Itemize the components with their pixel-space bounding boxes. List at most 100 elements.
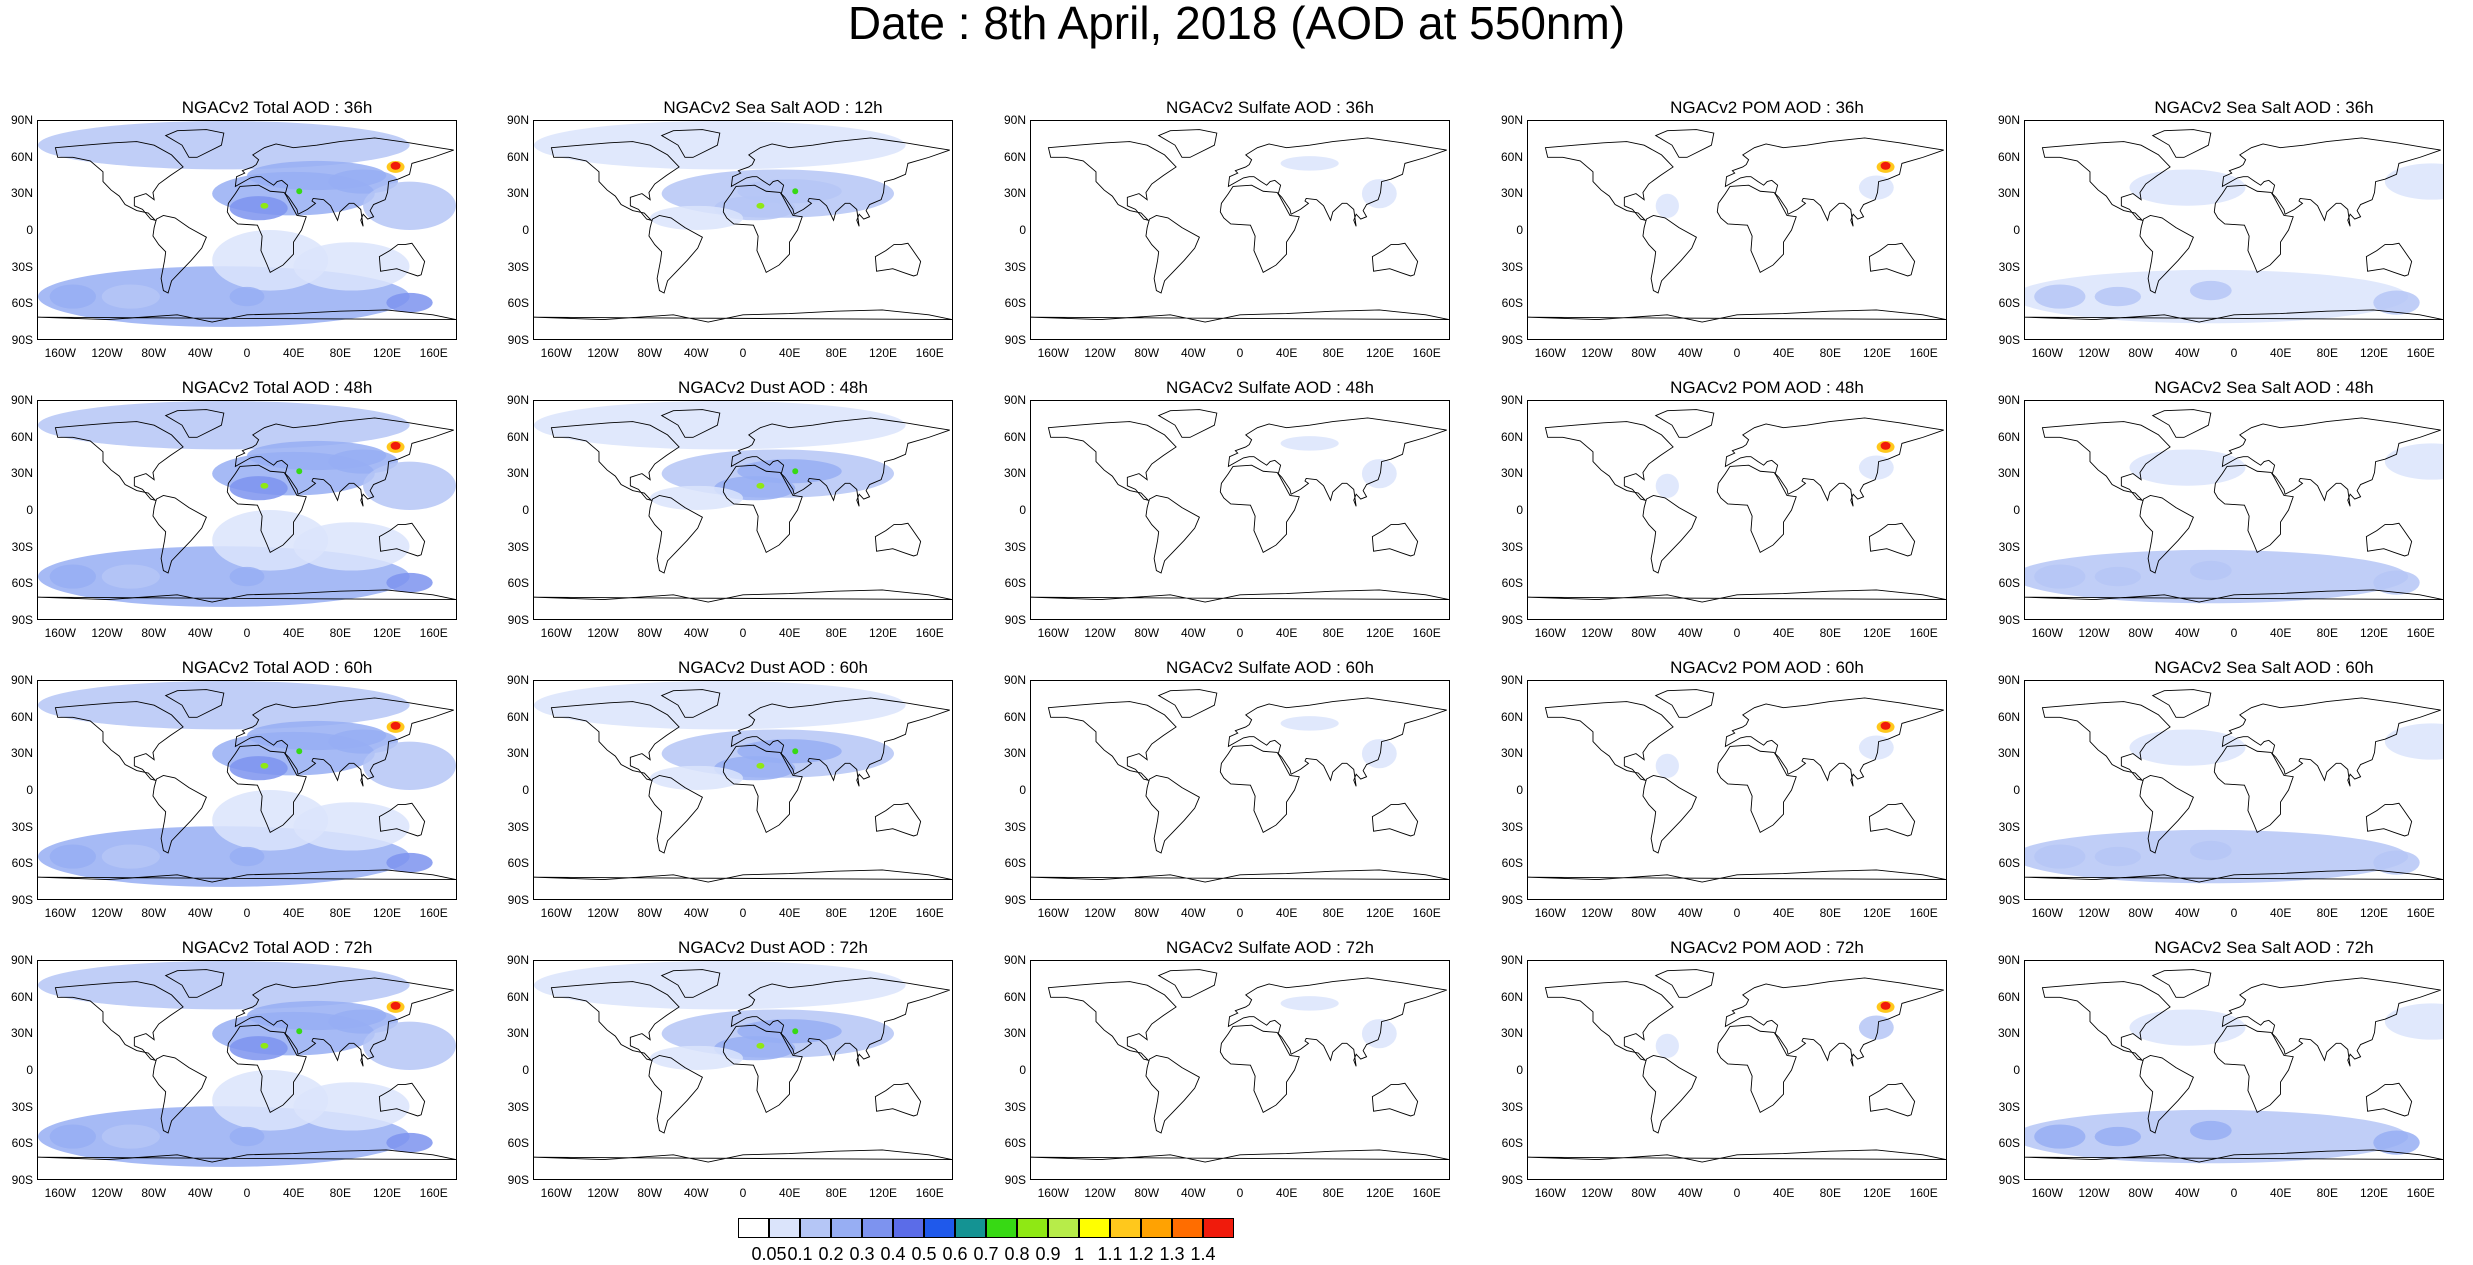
lat-tick-label: 30S (1501, 539, 1523, 554)
lat-tick-label: 30S (1998, 1099, 2020, 1114)
aerosol-region (737, 179, 842, 204)
aerosol-region (2094, 286, 2142, 307)
coastline (1544, 421, 1674, 502)
coastline (1219, 744, 1300, 834)
lon-tick-label: 80E (825, 346, 847, 360)
lat-tick-label: 60S (1998, 296, 2020, 311)
coastline (1227, 697, 1447, 787)
lat-tick-label: 30N (1500, 1026, 1523, 1041)
lat-tick-label: 90N (1997, 673, 2020, 687)
lon-tick-label: 80W (141, 1186, 167, 1200)
lon-tick-label: 80W (2128, 906, 2154, 920)
lon-tick-label: 40E (779, 1186, 801, 1200)
lon-tick-label: 120E (1862, 346, 1892, 360)
lon-tick-label: 120E (1365, 346, 1395, 360)
aerosol-region (2094, 566, 2142, 587)
lon-tick-label: 40W (683, 906, 709, 920)
lon-tick-label: 0 (2230, 906, 2238, 920)
panel-title: NGACv2 Total AOD : 72h (181, 938, 373, 957)
colorbar-label: 0.2 (818, 1244, 844, 1264)
coastline (550, 701, 680, 782)
coastline (874, 802, 922, 837)
lon-tick-label: 0 (243, 906, 251, 920)
lat-tick-label: 60N (506, 709, 529, 724)
lon-tick-label: 80E (329, 346, 351, 360)
lon-tick-label: 40W (683, 346, 709, 360)
lat-tick-label: 0 (2013, 503, 2020, 517)
lat-tick-label: 30N (10, 746, 33, 761)
lon-tick-label: 80E (329, 626, 351, 640)
colorbar-label: 0.8 (1004, 1244, 1030, 1264)
coastline (2213, 464, 2294, 554)
lon-tick-label: 40E (779, 906, 801, 920)
map-canvas (1031, 409, 1449, 603)
panel-title: NGACv2 Sea Salt AOD : 72h (2154, 938, 2374, 957)
lon-tick-label: 0 (739, 346, 747, 360)
coastline (226, 184, 307, 274)
coastline (2365, 522, 2413, 557)
lat-tick-label: 30N (10, 1026, 33, 1041)
panel-title: NGACv2 Sulfate AOD : 60h (1166, 658, 1374, 677)
aerosol-region (1361, 1019, 1397, 1049)
lon-tick-label: 160E (2406, 906, 2435, 920)
coastline (164, 689, 225, 718)
lat-tick-label: 90N (1997, 113, 2020, 127)
lon-tick-label: 120W (1581, 1186, 1613, 1200)
colorbar-label: 0.6 (942, 1244, 968, 1264)
coastline (1227, 417, 1447, 507)
colorbar-swatch (924, 1218, 955, 1238)
lat-tick-label: 90S (11, 613, 33, 627)
lon-tick-label: 80W (1134, 626, 1160, 640)
map-panel: NGACv2 Sea Salt AOD : 48h 90N 60N 30N 0 30S 60… (1998, 378, 2473, 640)
lon-tick-label: 80E (1819, 626, 1841, 640)
aerosol-region (2094, 846, 2142, 867)
world-map (37, 400, 457, 620)
coastline (378, 242, 426, 277)
aerosol-region (229, 846, 265, 867)
aerosol-region (2034, 1124, 2086, 1149)
map-canvas (1528, 129, 1946, 323)
lon-tick-label: 80W (637, 1186, 663, 1200)
lon-tick-label: 0 (2230, 1186, 2238, 1200)
lon-tick-label: 160E (915, 906, 944, 920)
lon-tick-label: 120W (587, 1186, 619, 1200)
lon-tick-label: 160E (2406, 346, 2435, 360)
aerosol-region (2373, 570, 2420, 595)
hotspot-core (1880, 161, 1891, 170)
lon-tick-label: 40E (1773, 346, 1795, 360)
map-panel: NGACv2 Total AOD : 72h 90N 60N 30N 0 30S 60S 90… (11, 938, 517, 1200)
coastline (1371, 1082, 1419, 1117)
lat-tick-label: 90S (11, 333, 33, 347)
coastline (1528, 309, 1946, 323)
aerosol-region (101, 844, 160, 869)
colorbar-label: 0.4 (880, 1244, 906, 1264)
lon-tick-label: 40W (1180, 626, 1206, 640)
lon-tick-label: 160W (2031, 1186, 2063, 1200)
colorbar-swatch (893, 1218, 924, 1238)
lat-tick-label: 30N (1997, 186, 2020, 201)
lon-tick-label: 40W (187, 906, 213, 920)
lon-tick-label: 0 (243, 626, 251, 640)
hotspot-core (390, 721, 401, 730)
coastline (234, 417, 454, 507)
coastline (722, 744, 803, 834)
dust-hotspot (296, 748, 303, 755)
lon-tick-label: 0 (243, 1186, 251, 1200)
map-canvas (534, 121, 952, 323)
dust-hotspot (260, 482, 269, 489)
coastline (2221, 137, 2441, 227)
dust-hotspot (296, 188, 303, 195)
coastline (1868, 802, 1916, 837)
lat-tick-label: 30S (507, 819, 529, 834)
hotspot-core (390, 161, 401, 170)
aerosol-region (49, 844, 97, 869)
aerosol-region (650, 765, 743, 790)
coastline (1157, 689, 1218, 718)
lat-tick-label: 90N (1500, 113, 1523, 127)
coastline (2365, 1082, 2413, 1117)
lat-tick-label: 90S (1501, 1173, 1523, 1187)
lat-tick-label: 90S (1501, 893, 1523, 907)
lon-tick-label: 120W (1084, 906, 1116, 920)
coastline (1528, 869, 1946, 883)
aerosol-region (386, 572, 433, 593)
